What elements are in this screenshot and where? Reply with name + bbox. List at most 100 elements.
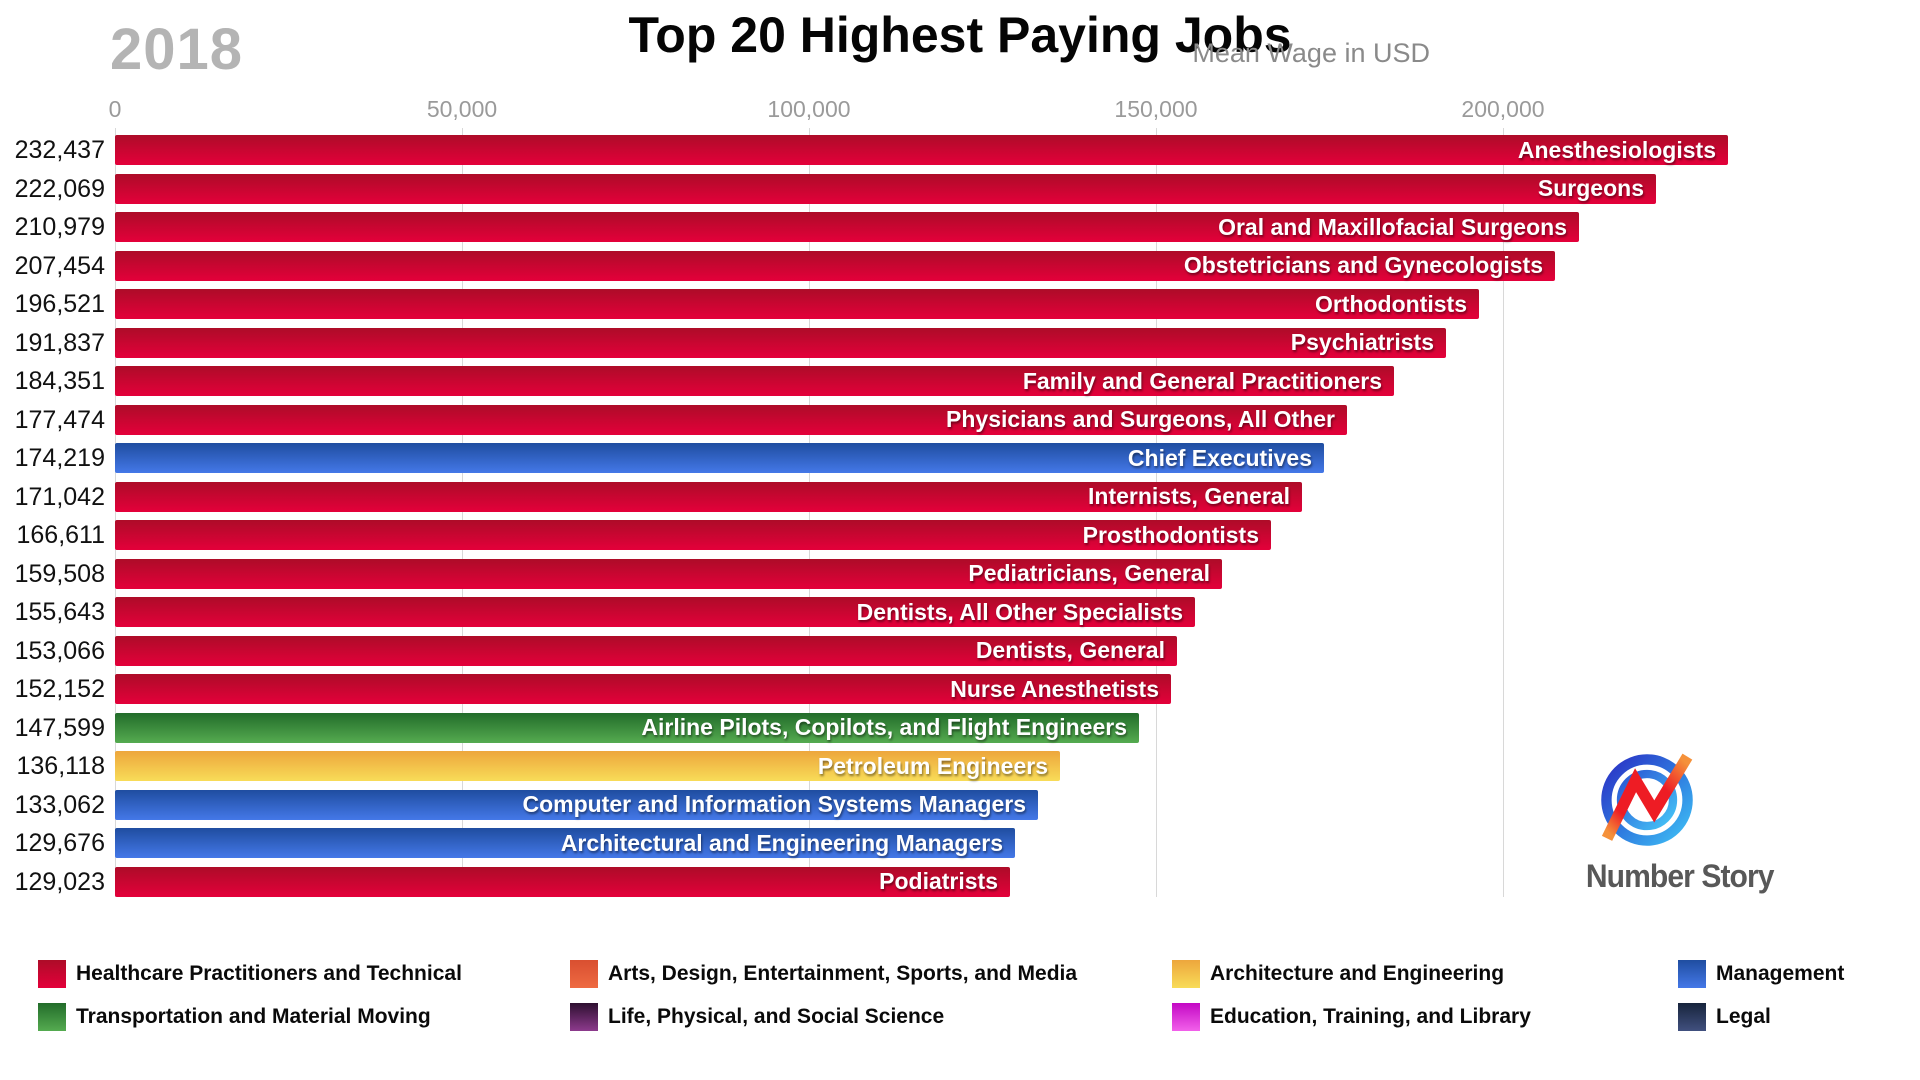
bar-value-label: 177,474: [14, 405, 105, 434]
bar-value-label: 174,219: [14, 444, 105, 472]
bar: Family and General Practitioners: [115, 366, 1394, 396]
bar: Prosthodontists: [115, 520, 1271, 550]
bar-row: 184,351 Family and General Practitioners: [0, 366, 1920, 396]
bar-label: Physicians and Surgeons, All Other: [946, 406, 1335, 432]
bar-value-label: 133,062: [14, 790, 105, 819]
bar-row: 196,521 Orthodontists: [0, 289, 1920, 319]
bar-row: 129,023 Podiatrists: [0, 866, 1920, 897]
year-label: 2018: [110, 17, 244, 82]
bar: Dentists, General: [115, 635, 1177, 666]
legend-label: Architecture and Engineering: [1210, 962, 1505, 985]
bar-label: Pediatricians, General: [968, 560, 1210, 586]
bar-row: 147,599 Airline Pilots, Copilots, and Fli…: [0, 712, 1920, 743]
bar-row: 153,066 Dentists, General: [0, 635, 1920, 666]
bar-row: 136,118 Petroleum Engineers: [0, 751, 1920, 781]
bar-value-label: 171,042: [14, 482, 105, 511]
legend-swatch: [38, 1003, 66, 1031]
bar-row: 191,837 Psychiatrists: [0, 327, 1920, 358]
legend-label: Transportation and Material Moving: [76, 1005, 431, 1028]
bar: Nurse Anesthetists: [115, 674, 1171, 704]
bar: Architectural and Engineering Managers: [115, 828, 1015, 858]
bar: Oral and Maxillofacial Surgeons: [115, 212, 1579, 242]
bar-label: Psychiatrists: [1290, 329, 1434, 355]
legend-label: Legal: [1716, 1005, 1771, 1028]
bar: Petroleum Engineers: [115, 751, 1060, 781]
bar-value-label: 196,521: [14, 290, 105, 318]
legend-label: Life, Physical, and Social Science: [608, 1005, 945, 1028]
bar: Computer and Information Systems Manager…: [115, 789, 1038, 820]
bar: Obstetricians and Gynecologists: [115, 250, 1555, 281]
bar: Airline Pilots, Copilots, and Flight Eng…: [115, 712, 1139, 743]
bar-label: Internists, General: [1088, 483, 1290, 509]
bar-row: 210,979 Oral and Maxillofacial Surgeons: [0, 212, 1920, 242]
bar-row: 155,643 Dentists, All Other Specialists: [0, 597, 1920, 627]
gridline: [809, 128, 810, 897]
bar: Orthodontists: [115, 289, 1479, 319]
bar-row: 174,219 Chief Executives: [0, 443, 1920, 473]
bar-label: Prosthodontists: [1082, 521, 1259, 548]
bar-value-label: 191,837: [14, 328, 105, 357]
legend-label: Education, Training, and Library: [1210, 1005, 1531, 1028]
bar-value-label: 166,611: [16, 521, 105, 549]
bar-row: 133,062 Computer and Information Systems …: [0, 789, 1920, 820]
bar-row: 222,069 Surgeons: [0, 173, 1920, 204]
bar-value-label: 210,979: [14, 213, 105, 241]
bar-label: Nurse Anesthetists: [950, 675, 1159, 702]
gridline: [462, 128, 463, 897]
x-axis-tick-label: 100,000: [767, 96, 851, 122]
x-axis-tick-label: 50,000: [426, 96, 498, 122]
bar: Surgeons: [115, 173, 1656, 204]
bar-label: Dentists, All Other Specialists: [856, 598, 1183, 625]
bar-label: Computer and Information Systems Manager…: [522, 791, 1026, 817]
bar-value-label: 129,023: [14, 867, 105, 896]
x-axis-tick-label: 0: [108, 96, 122, 122]
bar: Anesthesiologists: [115, 135, 1728, 165]
bar-label: Orthodontists: [1314, 290, 1467, 317]
bar-value-label: 153,066: [14, 636, 105, 665]
gridline: [1156, 128, 1157, 897]
bar-value-label: 129,676: [14, 829, 105, 857]
bar-row: 159,508 Pediatricians, General: [0, 558, 1920, 589]
chart-title: Top 20 Highest Paying Jobs: [628, 7, 1292, 63]
legend-swatch: [38, 960, 66, 988]
legend-swatch: [1678, 960, 1706, 988]
legend-label: Healthcare Practitioners and Technical: [76, 962, 462, 985]
gridline: [1503, 128, 1504, 897]
bar-value-label: 207,454: [14, 251, 105, 280]
bar: Physicians and Surgeons, All Other: [115, 404, 1347, 435]
bar-value-label: 159,508: [14, 559, 105, 588]
bar-value-label: 136,118: [16, 752, 105, 780]
bar: Internists, General: [115, 481, 1302, 512]
x-axis-tick-label: 150,000: [1114, 96, 1198, 122]
bar: Podiatrists: [115, 866, 1010, 897]
legend-swatch: [1172, 960, 1200, 988]
bar-value-label: 184,351: [14, 367, 105, 395]
bar-row: 166,611 Prosthodontists: [0, 520, 1920, 550]
bar: Pediatricians, General: [115, 558, 1222, 589]
x-axis-tick-label: 200,000: [1461, 96, 1545, 122]
legend-swatch: [1678, 1003, 1706, 1031]
bar: Dentists, All Other Specialists: [115, 597, 1195, 627]
legend: Healthcare Practitioners and Technical Ar…: [0, 950, 1920, 1060]
legend-swatch: [1172, 1003, 1200, 1031]
bar-row: 129,676 Architectural and Engineering Man…: [0, 828, 1920, 858]
bar-label: Oral and Maxillofacial Surgeons: [1218, 213, 1567, 240]
legend-label: Arts, Design, Entertainment, Sports, and…: [608, 962, 1078, 985]
bar: Chief Executives: [115, 443, 1324, 473]
bar-label: Anesthesiologists: [1517, 136, 1716, 163]
bar-row: 177,474 Physicians and Surgeons, All Othe…: [0, 404, 1920, 435]
bar-row: 171,042 Internists, General: [0, 481, 1920, 512]
gridline: [115, 128, 116, 897]
bar: Psychiatrists: [115, 327, 1446, 358]
bar-label: Surgeons: [1537, 175, 1644, 201]
bar-value-label: 222,069: [14, 174, 105, 203]
bar-row: 232,437 Anesthesiologists: [0, 135, 1920, 165]
bar-row: 207,454 Obstetricians and Gynecologists: [0, 250, 1920, 281]
bar-label: Podiatrists: [879, 868, 998, 894]
legend-swatch: [570, 1003, 598, 1031]
legend-label: Management: [1716, 962, 1845, 985]
bar-label: Family and General Practitioners: [1022, 367, 1382, 394]
bar-value-label: 155,643: [14, 598, 105, 626]
bar-value-label: 147,599: [14, 713, 105, 742]
